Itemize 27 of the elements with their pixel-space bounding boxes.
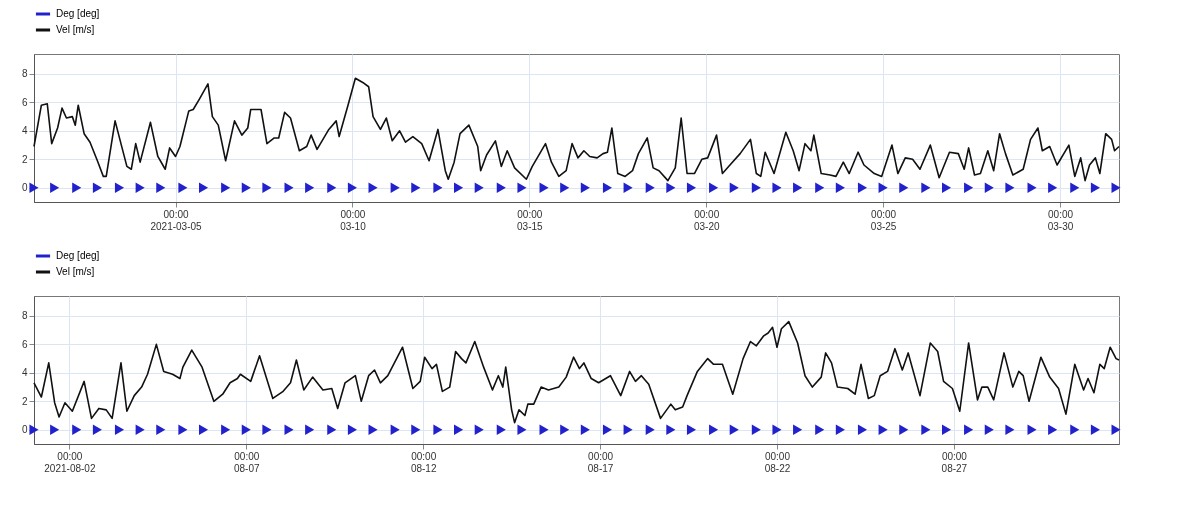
- y-tick-label: 4: [21, 125, 28, 137]
- legend-label: Vel [m/s]: [56, 24, 95, 35]
- y-tick-label: 8: [21, 310, 28, 322]
- y-tick-label: 4: [21, 367, 28, 379]
- x-tick-label: 00:00 08-22: [764, 450, 791, 474]
- x-tick-label: 00:00 03-10: [340, 208, 367, 232]
- y-tick-label: 0: [21, 182, 28, 194]
- y-tick-label: 6: [21, 96, 28, 108]
- x-tick-label: 00:00 08-27: [941, 450, 968, 474]
- x-tick-label: 00:00 08-07: [233, 450, 261, 474]
- y-tick-label: 0: [21, 424, 28, 436]
- y-tick-label: 2: [21, 395, 28, 407]
- x-tick-label: 00:00 03-15: [517, 208, 544, 232]
- x-tick-label: 00:00 03-25: [870, 208, 897, 232]
- x-tick-label: 00:00 2021-08-02: [44, 450, 96, 474]
- x-tick-label: 00:00 08-17: [587, 450, 614, 474]
- x-tick-label: 00:00 08-12: [410, 450, 437, 474]
- x-tick-label: 00:00 03-20: [693, 208, 720, 232]
- y-tick-label: 8: [21, 68, 28, 80]
- legend-label: Deg [deg]: [56, 8, 100, 19]
- x-tick-label: 00:00 2021-03-05: [150, 208, 203, 232]
- legend-label: Vel [m/s]: [56, 266, 95, 277]
- y-tick-label: 2: [21, 153, 28, 165]
- legend-label: Deg [deg]: [56, 250, 100, 261]
- y-tick-label: 6: [21, 338, 28, 350]
- line-series: [33, 320, 1120, 424]
- x-tick-label: 00:00 03-30: [1047, 208, 1074, 232]
